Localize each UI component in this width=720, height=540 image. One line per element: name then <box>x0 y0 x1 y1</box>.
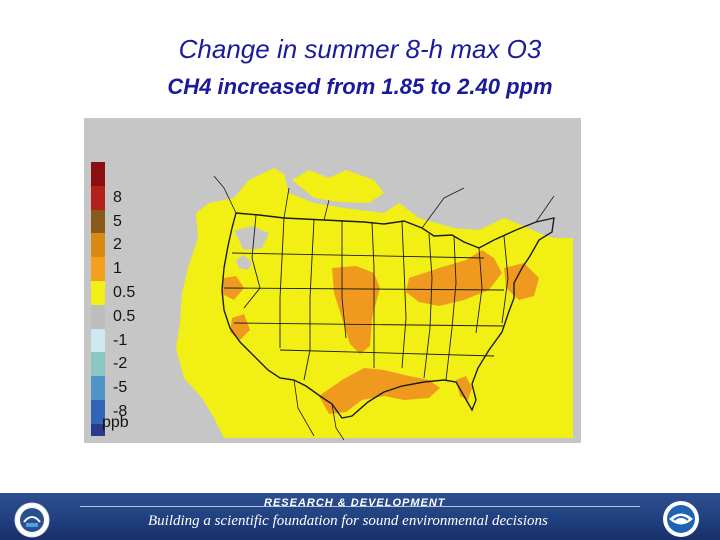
legend-row: 0.5 <box>91 280 161 305</box>
legend-unit: ppb <box>102 414 129 431</box>
state-boundaries <box>223 214 509 381</box>
legend-label: 0.5 <box>113 307 136 325</box>
legend-row: 1 <box>91 257 161 281</box>
color-legend: 8 5 2 1 0.5 0.5 -1 -2 -5 -8 <box>91 162 161 448</box>
legend-swatch <box>91 376 105 400</box>
legend-label: -2 <box>113 355 128 373</box>
legend-swatch <box>91 352 105 377</box>
us-boundary <box>221 212 555 419</box>
ozone-change-map: 8 5 2 1 0.5 0.5 -1 -2 -5 -8 ppb <box>84 118 581 443</box>
legend-swatch <box>91 257 105 281</box>
legend-swatch <box>91 399 105 424</box>
legend-row <box>91 423 161 448</box>
legend-row: -1 <box>91 328 161 353</box>
legend-row: 0.5 <box>91 304 161 329</box>
no-change-patch-west <box>234 226 269 250</box>
footer-divider <box>80 506 640 507</box>
no-change-patch-nw <box>236 255 252 270</box>
increase-region-orange-midwest <box>406 250 502 306</box>
legend-row: -5 <box>91 376 161 400</box>
footer-heading: RESEARCH & DEVELOPMENT <box>264 497 446 509</box>
legend-swatch <box>91 185 105 210</box>
increase-region-orange-sw <box>230 314 250 340</box>
legend-label: -5 <box>113 379 128 397</box>
legend-swatch <box>91 280 105 305</box>
legend-row: 2 <box>91 233 161 258</box>
increase-region-orange-gulf <box>319 368 440 414</box>
footer-tagline: Building a scientific foundation for sou… <box>148 513 548 529</box>
footer-banner: RESEARCH & DEVELOPMENT Building a scient… <box>0 493 720 540</box>
increase-region-orange-plains <box>332 266 380 354</box>
legend-label: 5 <box>113 212 122 230</box>
legend-swatch <box>91 304 105 329</box>
slide-subtitle: CH4 increased from 1.85 to 2.40 ppm <box>167 74 553 99</box>
epa-seal-icon <box>14 502 50 538</box>
legend-label: 1 <box>113 260 122 278</box>
slide-title: Change in summer 8-h max O3 <box>178 34 542 64</box>
legend-label: -1 <box>113 331 128 349</box>
us-map <box>84 118 581 443</box>
legend-swatch <box>91 328 105 353</box>
increase-region-orange-east <box>504 263 539 300</box>
legend-row: -8 <box>91 399 161 424</box>
increase-region-orange-florida <box>456 376 472 400</box>
legend-row: 5 <box>91 209 161 234</box>
legend-row: 8 <box>91 185 161 210</box>
noaa-seal-icon <box>663 501 699 537</box>
legend-row <box>91 162 161 186</box>
legend-label: 8 <box>113 188 122 206</box>
legend-swatch <box>91 233 105 258</box>
legend-label: 0.5 <box>113 283 136 301</box>
increase-region-yellow-north <box>292 170 384 203</box>
legend-label: 2 <box>113 236 122 254</box>
legend-row: -2 <box>91 352 161 377</box>
legend-swatch <box>91 162 105 186</box>
legend-swatch <box>91 423 105 436</box>
legend-swatch <box>91 209 105 234</box>
neighbor-boundaries <box>213 175 555 441</box>
legend-label: -8 <box>113 402 128 420</box>
